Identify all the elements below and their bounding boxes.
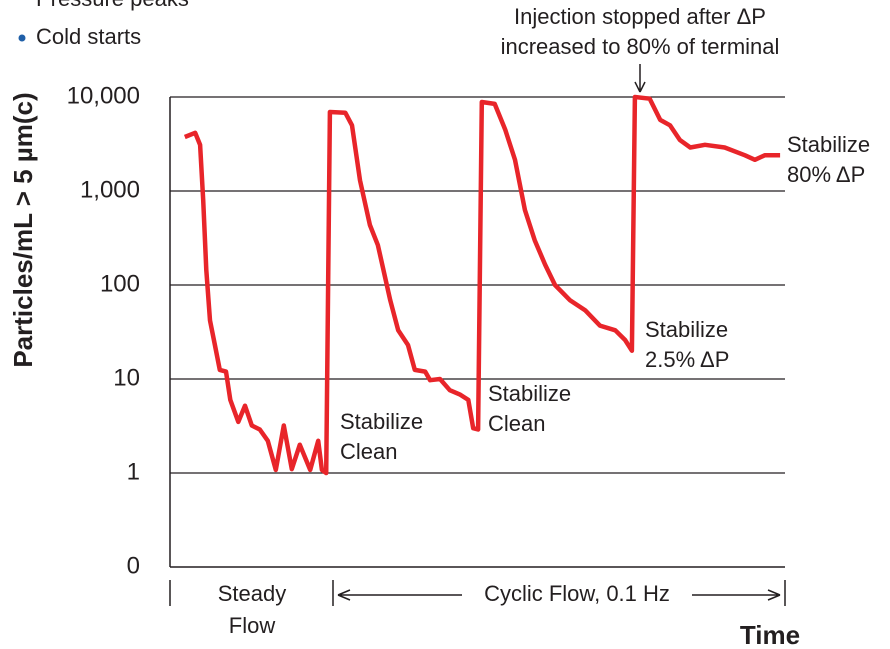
y-axis-label: Particles/mL > 5 µm(c): [8, 92, 38, 367]
annotation: Clean: [488, 411, 545, 436]
x-axis-label: Time: [740, 620, 800, 649]
annotation: Injection stopped after ΔP: [514, 4, 766, 29]
bullet-dot: [18, 34, 26, 42]
annotation-arrow: [634, 64, 646, 93]
annotation: Stabilize: [645, 317, 728, 342]
phase-arrow: [337, 589, 781, 601]
bullet-text: Pressure peaks: [36, 0, 189, 11]
annotation: 2.5% ΔP: [645, 347, 729, 372]
data-line: [183, 94, 781, 476]
annotation: increased to 80% of terminal: [501, 34, 780, 59]
phase-label: Steady: [218, 581, 287, 606]
y-tick-label: 1: [127, 458, 140, 485]
bullet-text: Cold starts: [36, 24, 141, 49]
phase-label: Flow: [229, 613, 276, 638]
y-tick-label: 0: [127, 552, 140, 579]
y-tick-label: 100: [100, 270, 140, 297]
y-tick-label: 10,000: [67, 82, 140, 109]
phase-label: Cyclic Flow, 0.1 Hz: [484, 581, 670, 606]
annotation: Stabilize: [340, 409, 423, 434]
y-tick-label: 1,000: [80, 176, 140, 203]
annotation: Clean: [340, 439, 397, 464]
annotation: Stabilize: [488, 381, 571, 406]
annotation: 80% ΔP: [787, 162, 865, 187]
annotation: Stabilize: [787, 132, 870, 157]
y-tick-label: 10: [113, 364, 140, 391]
